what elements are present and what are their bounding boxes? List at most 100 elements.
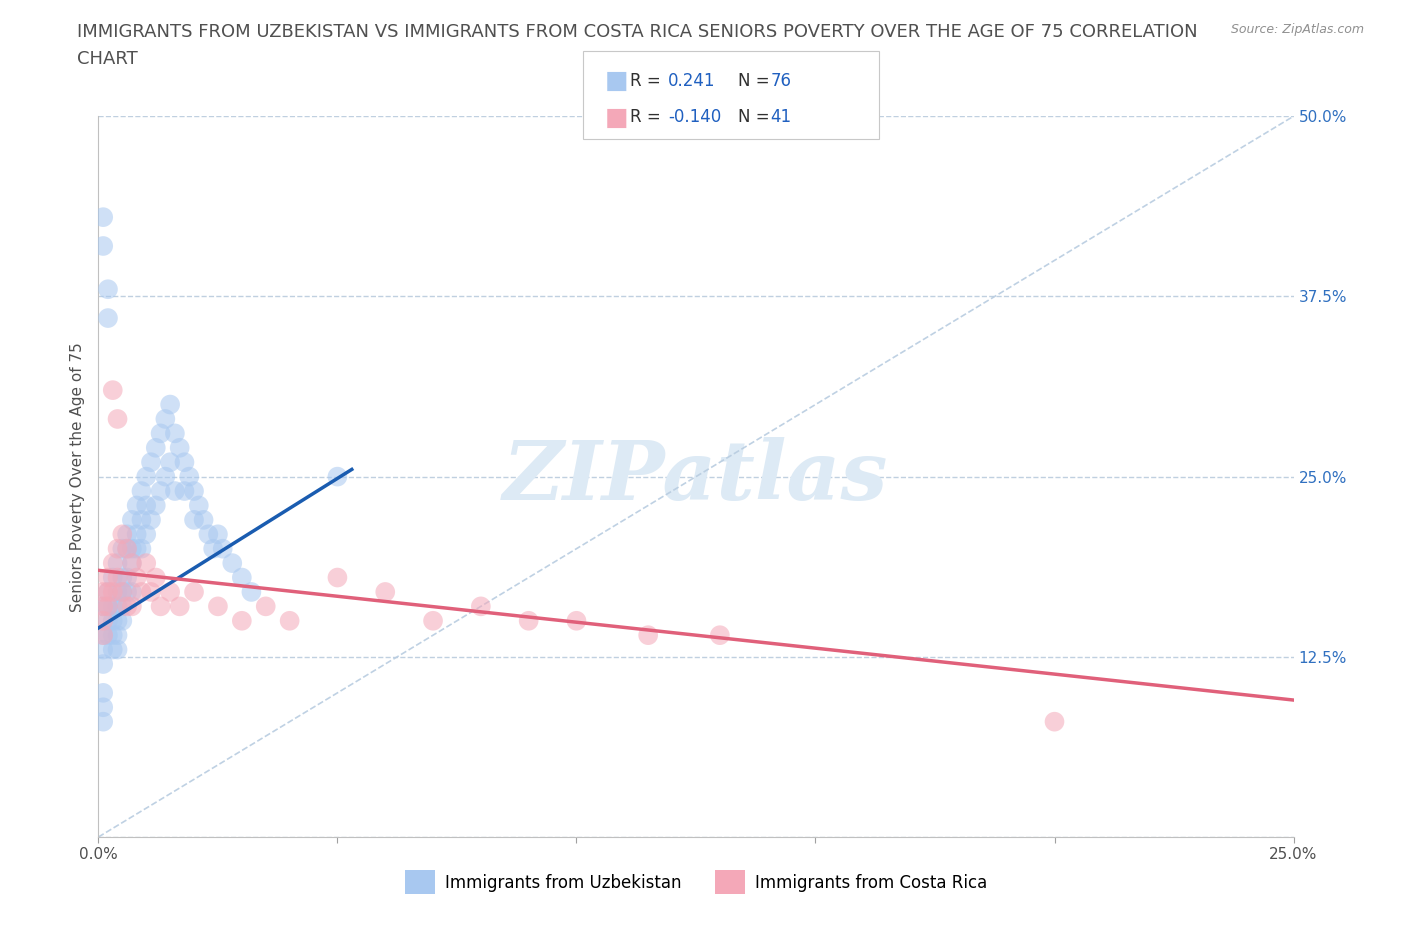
Point: [121, 556, 143, 571]
Text: 76: 76: [770, 73, 792, 90]
Point: [155, 469, 177, 484]
Point: [211, 541, 233, 556]
Point: [131, 541, 153, 556]
Point: [231, 614, 253, 629]
Point: [422, 614, 444, 629]
Point: [159, 455, 181, 470]
Point: [91, 714, 114, 729]
Point: [97, 599, 120, 614]
Point: [149, 599, 172, 614]
Text: -0.140: -0.140: [668, 109, 721, 126]
Point: [107, 412, 129, 427]
Point: [107, 599, 129, 614]
Point: [709, 628, 731, 643]
Point: [169, 599, 191, 614]
Point: [183, 585, 205, 600]
Point: [111, 599, 134, 614]
Point: [155, 412, 177, 427]
Point: [149, 484, 172, 498]
Point: [326, 469, 349, 484]
Point: [91, 628, 114, 643]
Point: [97, 599, 120, 614]
Point: [101, 599, 124, 614]
Text: N =: N =: [738, 109, 775, 126]
Point: [91, 642, 114, 657]
Text: R =: R =: [630, 73, 666, 90]
Legend: Immigrants from Uzbekistan, Immigrants from Costa Rica: Immigrants from Uzbekistan, Immigrants f…: [398, 864, 994, 901]
Point: [135, 498, 157, 513]
Point: [111, 585, 134, 600]
Point: [125, 498, 148, 513]
Point: [374, 585, 396, 600]
Point: [107, 570, 129, 585]
Point: [107, 614, 129, 629]
Point: [115, 526, 138, 541]
Point: [115, 599, 138, 614]
Point: [183, 512, 205, 527]
Point: [145, 441, 167, 456]
Point: [107, 541, 129, 556]
Point: [97, 585, 120, 600]
Point: [91, 614, 114, 629]
Point: [278, 614, 301, 629]
Text: Source: ZipAtlas.com: Source: ZipAtlas.com: [1230, 23, 1364, 36]
Text: N =: N =: [738, 73, 775, 90]
Point: [159, 397, 181, 412]
Point: [107, 585, 129, 600]
Point: [202, 541, 225, 556]
Point: [111, 614, 134, 629]
Point: [91, 700, 114, 715]
Point: [135, 526, 157, 541]
Text: 41: 41: [770, 109, 792, 126]
Point: [91, 599, 114, 614]
Point: [111, 541, 134, 556]
Point: [101, 556, 124, 571]
Point: [1043, 714, 1066, 729]
Point: [149, 426, 172, 441]
Point: [101, 628, 124, 643]
Point: [145, 498, 167, 513]
Text: R =: R =: [630, 109, 666, 126]
Point: [115, 570, 138, 585]
Point: [326, 570, 349, 585]
Point: [207, 599, 229, 614]
Point: [101, 614, 124, 629]
Text: ■: ■: [605, 105, 628, 129]
Point: [97, 614, 120, 629]
Point: [240, 585, 263, 600]
Point: [135, 556, 157, 571]
Point: [91, 239, 114, 254]
Point: [107, 556, 129, 571]
Point: [231, 570, 253, 585]
Text: ■: ■: [605, 69, 628, 93]
Point: [91, 657, 114, 671]
Point: [107, 628, 129, 643]
Point: [115, 541, 138, 556]
Point: [637, 628, 659, 643]
Point: [97, 570, 120, 585]
Point: [125, 526, 148, 541]
Point: [91, 685, 114, 700]
Point: [115, 541, 138, 556]
Point: [111, 526, 134, 541]
Point: [91, 599, 114, 614]
Point: [159, 585, 181, 600]
Point: [97, 282, 120, 297]
Point: [121, 541, 143, 556]
Point: [111, 585, 134, 600]
Point: [163, 484, 186, 498]
Point: [163, 426, 186, 441]
Point: [121, 556, 143, 571]
Point: [121, 599, 143, 614]
Point: [97, 311, 120, 325]
Point: [139, 455, 162, 470]
Point: [207, 526, 229, 541]
Point: [131, 512, 153, 527]
Point: [101, 585, 124, 600]
Point: [187, 498, 209, 513]
Point: [111, 570, 134, 585]
Point: [125, 541, 148, 556]
Point: [169, 441, 191, 456]
Point: [101, 642, 124, 657]
Point: [121, 512, 143, 527]
